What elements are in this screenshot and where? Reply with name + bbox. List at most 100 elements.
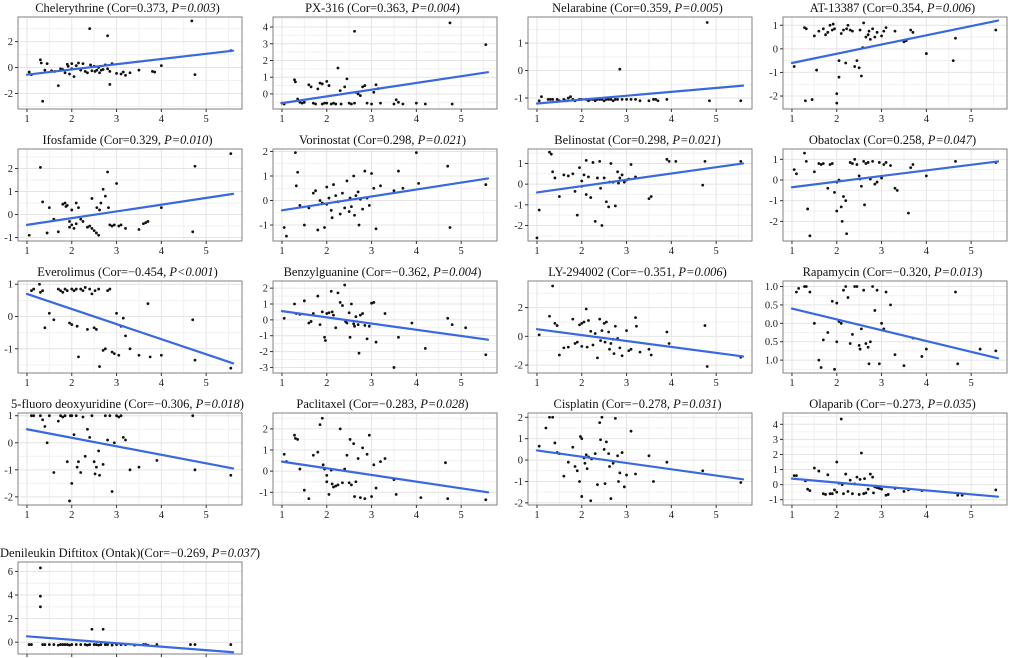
regression-line: [535, 449, 745, 481]
svg-text:3: 3: [624, 246, 629, 257]
plot-title: Belinostat (Cor=0.298, P=0.021): [510, 133, 765, 147]
data-points: [795, 285, 998, 371]
plot-title-suffix: ): [971, 1, 976, 15]
svg-text:1: 1: [773, 465, 778, 476]
svg-text:2: 2: [834, 510, 839, 521]
svg-text:4: 4: [414, 378, 420, 389]
y-axis-labels: -1.0 -0.5 0.0 0.5 1.0: [765, 282, 778, 367]
svg-text:1: 1: [789, 510, 794, 521]
plot-canvas: 123450246: [8, 561, 243, 657]
plot-title-prefix: Chelerythrine (Cor=0.373,: [35, 1, 172, 15]
plot-canvas: 1 2 3 4 5 -2 -1 0 1: [514, 148, 753, 257]
y-axis-labels: -2 -1 0 1 2: [514, 413, 523, 510]
scatter-plot-cell: Paclitaxel (Cor=−0.283, P=0.028) 1 2 3 4 5 -1…: [255, 397, 510, 525]
svg-text:2: 2: [8, 37, 13, 48]
plot-canvas: 1 2 3 4 5 -1 0 1 2 3 4: [769, 412, 1008, 521]
svg-text:4: 4: [924, 510, 930, 521]
svg-text:1: 1: [263, 446, 268, 457]
svg-text:2: 2: [8, 614, 13, 625]
svg-text:2: 2: [324, 378, 329, 389]
plot-title: Nelarabine (Cor=0.359, P=0.005): [510, 1, 765, 15]
svg-text:2: 2: [263, 56, 268, 67]
x-axis-labels: 1 2 3 4 5: [789, 114, 973, 125]
x-axis-labels: 1 2 3 4 5: [534, 378, 718, 389]
axis-ticks: [15, 570, 207, 657]
plot-title: 5-fluoro deoxyuridine (Cor=−0.306, P=0.0…: [0, 397, 255, 411]
svg-text:5: 5: [969, 114, 974, 125]
x-axis-labels: 1 2 3 4 5: [279, 378, 463, 389]
grid-major-lines: [273, 281, 497, 373]
axis-ticks: [780, 286, 972, 376]
axis-ticks: [15, 168, 207, 244]
svg-text:1: 1: [534, 246, 539, 257]
y-axis-labels: -1 0 1 2: [4, 164, 13, 244]
svg-text:2: 2: [69, 378, 74, 389]
svg-text:1: 1: [279, 510, 284, 521]
svg-text:-1: -1: [769, 495, 778, 506]
svg-text:0: 0: [773, 480, 778, 491]
svg-text:0: 0: [8, 63, 13, 74]
svg-text:3: 3: [624, 510, 629, 521]
svg-text:-1: -1: [4, 233, 13, 244]
svg-text:3: 3: [773, 435, 778, 446]
regression-line: [25, 635, 235, 654]
scatter-plot-cell: Olaparib (Cor=−0.273, P=0.035) 1 2 3 4 5 -1 0 1…: [765, 397, 1020, 525]
data-points: [30, 282, 233, 370]
grid-minor-lines: [528, 413, 752, 505]
svg-text:3: 3: [879, 378, 884, 389]
plot-title-prefix: Everolimus (Cor=−0.454,: [37, 265, 170, 279]
svg-text:5: 5: [714, 510, 719, 521]
plot-title-pvalue: P<0.001: [169, 265, 214, 279]
svg-text:1: 1: [8, 411, 13, 422]
svg-text:5: 5: [204, 246, 209, 257]
plot-title-pvalue: P=0.047: [927, 133, 972, 147]
grid-minor-lines: [18, 413, 242, 505]
svg-text:5: 5: [714, 114, 719, 125]
svg-text:3: 3: [369, 114, 374, 125]
x-axis-labels: 1 2 3 4 5: [24, 114, 208, 125]
axis-ticks: [270, 150, 462, 244]
plot-title-prefix: 5-fluoro deoxyuridine (Cor=−0.306,: [11, 397, 196, 411]
svg-text:1: 1: [24, 510, 29, 521]
grid-major-lines: [528, 281, 752, 373]
plot-canvas: 1 2 3 4 5 -1.0 -0.5 0.0 0.5 1.0: [765, 280, 1008, 389]
plot-title-pvalue: P=0.035: [927, 397, 972, 411]
regression-line: [790, 307, 1000, 360]
svg-text:4: 4: [924, 378, 930, 389]
regression-line: [25, 428, 235, 470]
plot-title-prefix: Denileukin Diftitox (Ontak)(Cor=−0.269,: [0, 546, 212, 560]
grid-major-lines: [783, 17, 1007, 109]
axis-ticks: [780, 158, 972, 244]
grid-major-lines: [783, 281, 1007, 373]
data-points: [537, 415, 743, 503]
svg-text:1: 1: [8, 280, 13, 291]
plot-title: PX-316 (Cor=0.363, P=0.004): [255, 1, 510, 15]
svg-text:3: 3: [879, 114, 884, 125]
plot-title-pvalue: P=0.037: [211, 546, 256, 560]
grid-major-lines: [528, 149, 752, 241]
plot-canvas: 1 2 3 4 5 -2 -1 0 1: [4, 411, 243, 521]
svg-text:-2: -2: [259, 347, 268, 358]
svg-text:2: 2: [579, 114, 584, 125]
axis-ticks: [270, 287, 462, 376]
svg-text:3: 3: [114, 114, 119, 125]
axis-ticks: [270, 26, 462, 112]
svg-text:2: 2: [773, 450, 778, 461]
plot-title: Everolimus (Cor=−0.454, P<0.001): [0, 265, 255, 279]
svg-text:4: 4: [669, 246, 675, 257]
grid-major-lines: [528, 413, 752, 505]
svg-text:0: 0: [8, 438, 13, 449]
plot-canvas: 1 2 3 4 5 -1 0 1 2: [259, 412, 498, 521]
grid-minor-lines: [528, 281, 752, 373]
scatter-plot-cell: Chelerythrine (Cor=0.373, P=0.003) 1 2 3 4 5…: [0, 1, 255, 129]
svg-text:2: 2: [263, 424, 268, 435]
svg-text:2: 2: [518, 303, 523, 314]
plot-title: Paclitaxel (Cor=−0.283, P=0.028): [255, 397, 510, 411]
svg-text:0: 0: [263, 467, 268, 478]
svg-text:5: 5: [969, 378, 974, 389]
grid-major-lines: [783, 149, 1007, 241]
svg-text:5: 5: [714, 378, 719, 389]
svg-text:1: 1: [773, 21, 778, 32]
regression-line: [280, 460, 490, 494]
svg-text:-1: -1: [514, 200, 523, 211]
